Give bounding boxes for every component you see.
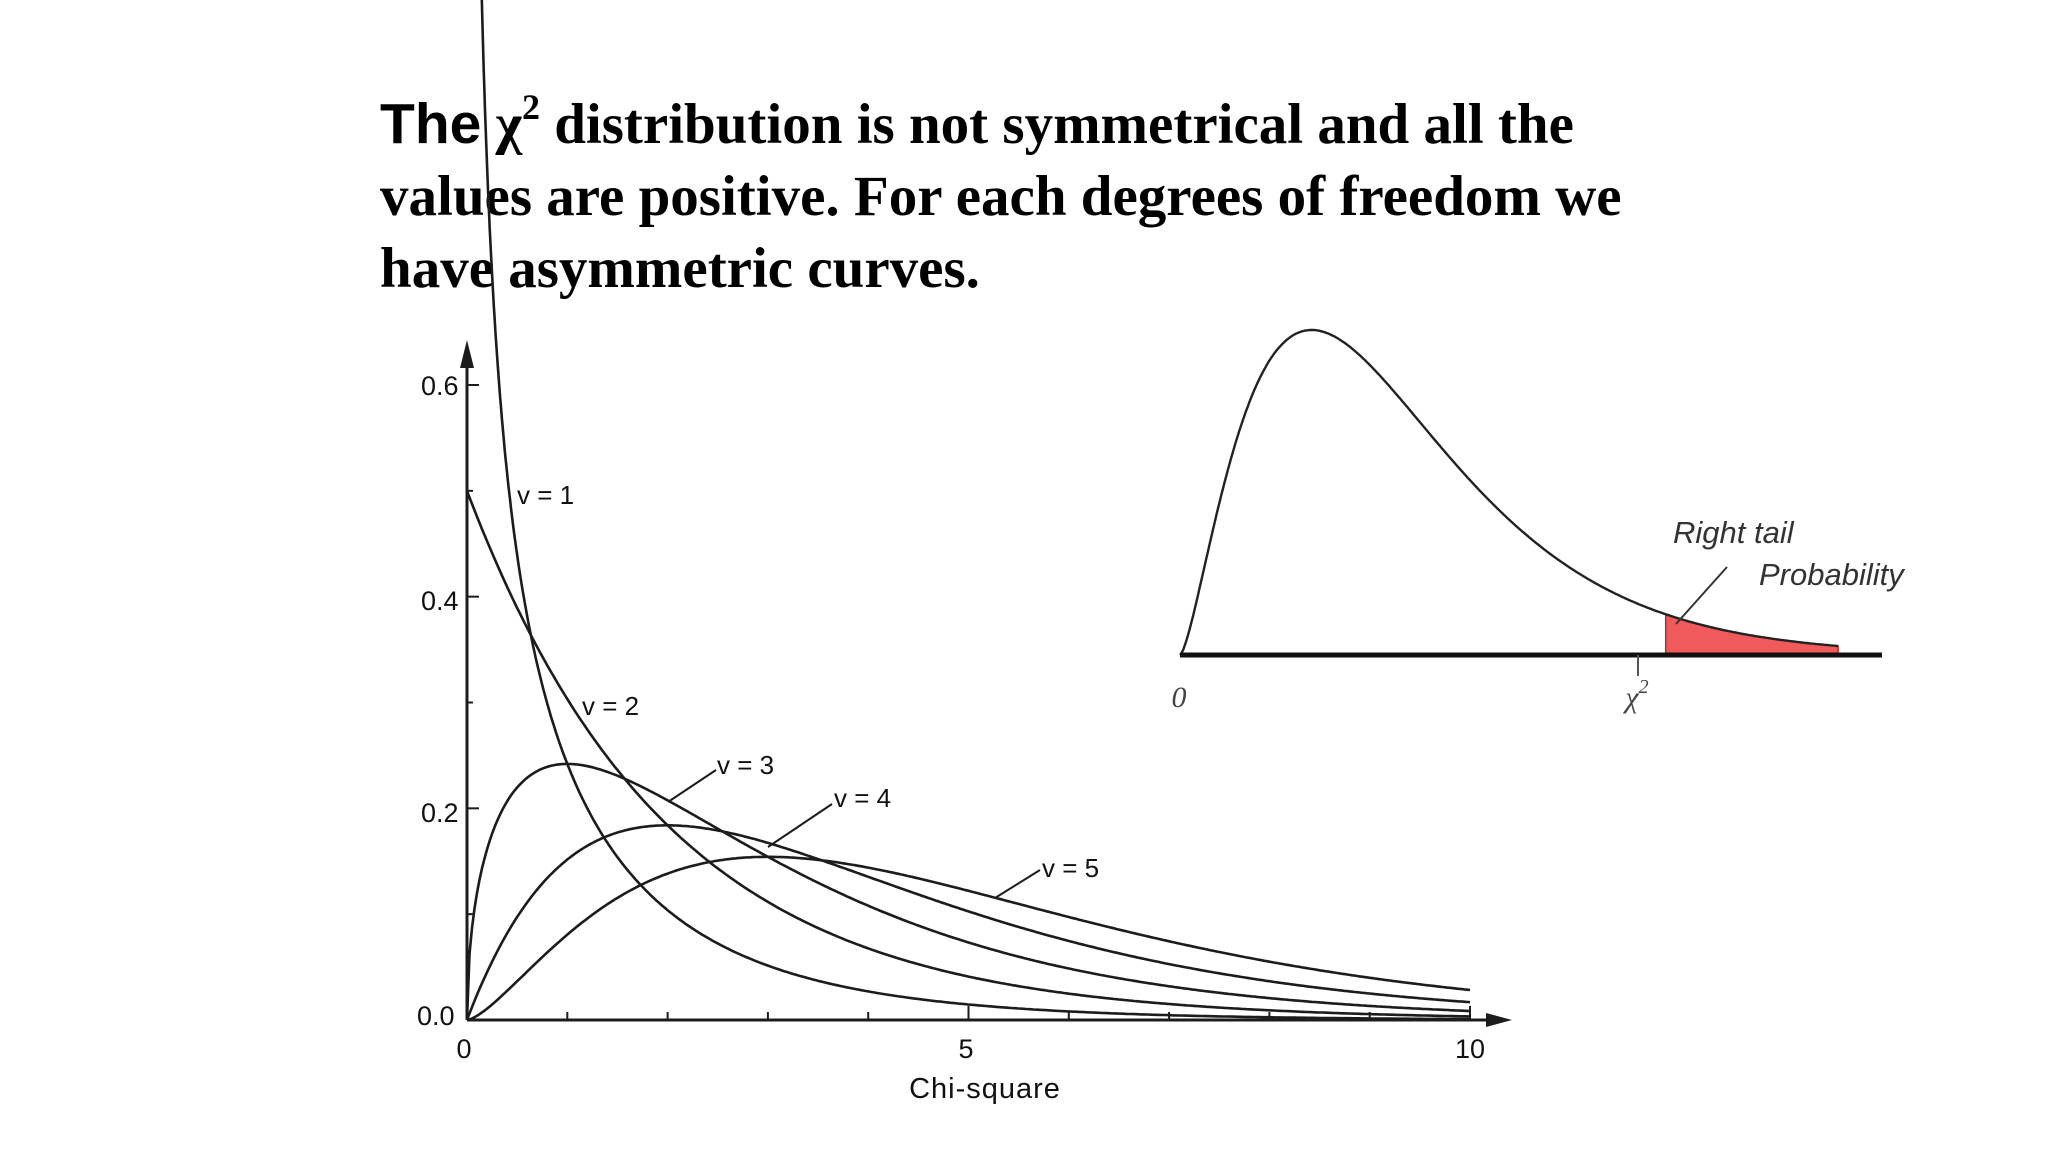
critical-value-superscript: 2 bbox=[1639, 676, 1649, 698]
curve-v1 bbox=[480, 0, 1470, 1021]
axes bbox=[460, 340, 1512, 1027]
heading-chi-superscript: 2 bbox=[521, 87, 540, 127]
curve-v2 bbox=[465, 490, 1470, 1018]
curve-v5 bbox=[466, 855, 1471, 1022]
y-tick-label: 0.4 bbox=[421, 586, 459, 616]
y-tick-label: 0.0 bbox=[417, 1001, 455, 1031]
label-leader-line bbox=[767, 803, 833, 848]
curve-v3 bbox=[465, 762, 1471, 1021]
y-tick-label: 0.2 bbox=[421, 798, 459, 828]
right-tail-diagram: 0 χ2 Right tail Probability bbox=[1172, 328, 1906, 714]
x-axis-arrowhead bbox=[1486, 1013, 1512, 1027]
origin-label: 0 bbox=[1172, 681, 1187, 714]
x-axis-title: Chi-square bbox=[909, 1073, 1061, 1105]
annotation-probability: Probability bbox=[1759, 557, 1906, 592]
density-curve bbox=[1179, 328, 1839, 656]
heading-body: distribution is not symmetrical and all … bbox=[380, 93, 1622, 300]
curve-label-v2: v = 2 bbox=[582, 691, 639, 721]
x-tick-label: 10 bbox=[1455, 1034, 1485, 1064]
density-curves bbox=[465, 0, 1471, 1022]
chi-square-density-chart: 0.0 0.2 0.4 0.6 0 5 10 Chi-square v = 1 … bbox=[417, 0, 1512, 1105]
critical-value-symbol: χ bbox=[1622, 681, 1639, 714]
curve-label-v5: v = 5 bbox=[1042, 853, 1099, 883]
curve-label-v3: v = 3 bbox=[717, 750, 774, 780]
x-tick-label: 5 bbox=[958, 1034, 973, 1064]
heading-text: The χ2 distribution is not symmetrical a… bbox=[380, 88, 1710, 305]
critical-value-label: χ2 bbox=[1622, 676, 1648, 714]
heading-word-the: The bbox=[380, 92, 482, 156]
x-tick-label: 0 bbox=[456, 1034, 471, 1064]
curve-v4 bbox=[465, 824, 1471, 1021]
label-leader-line bbox=[994, 869, 1041, 899]
label-leader-line bbox=[667, 769, 717, 803]
curve-label-v4: v = 4 bbox=[834, 783, 891, 813]
heading-chi-symbol: χ bbox=[495, 93, 522, 156]
y-tick-label: 0.6 bbox=[421, 371, 459, 401]
annotation-pointer bbox=[1675, 566, 1728, 625]
curve-label-v1: v = 1 bbox=[517, 480, 574, 510]
label-leaders bbox=[667, 769, 1041, 899]
annotation-right-tail: Right tail bbox=[1673, 515, 1795, 550]
y-axis-arrowhead bbox=[460, 340, 474, 368]
